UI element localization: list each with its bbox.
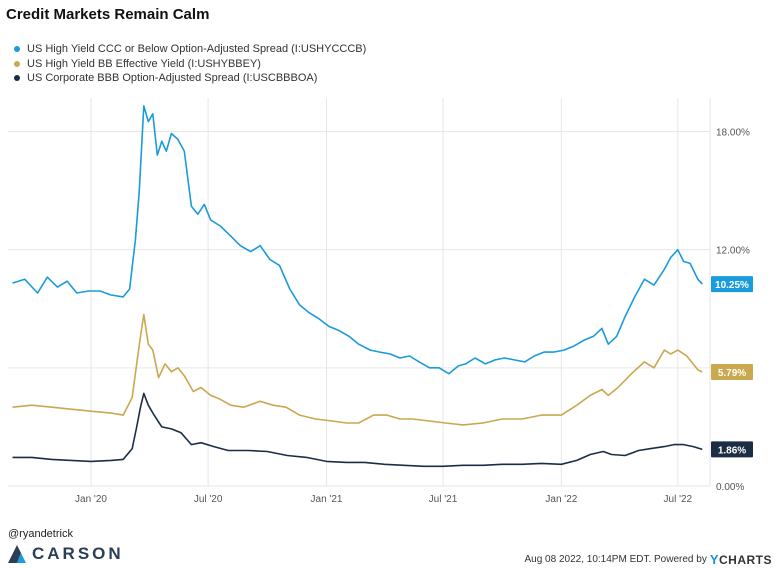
- ycharts-logo-y: Y: [709, 552, 719, 567]
- end-value-label-text: 5.79%: [718, 368, 746, 379]
- x-tick-label: Jan '20: [75, 494, 107, 505]
- timestamp-text: Aug 08 2022, 10:14PM EDT. Powered by: [524, 554, 707, 565]
- y-tick-label: 0.00%: [716, 482, 744, 493]
- carson-logo: CARSON: [8, 544, 124, 564]
- chart-footer: Aug 08 2022, 10:14PM EDT. Powered by YCH…: [524, 552, 772, 567]
- end-label-layer: 10.25% 5.79% 1.86%: [711, 276, 753, 458]
- end-value-label-bg: [711, 441, 753, 458]
- chart-title: Credit Markets Remain Calm: [6, 6, 210, 23]
- end-value-label-2: 1.86%: [711, 441, 753, 458]
- legend-marker-bb: [14, 60, 20, 67]
- end-value-label-0: 10.25%: [711, 276, 753, 293]
- end-value-label-bg: [711, 276, 753, 293]
- x-tick-label: Jul '22: [664, 494, 693, 505]
- legend-item-bbb-spread[interactable]: US Corporate BBB Option-Adjusted Spread …: [14, 71, 366, 86]
- legend-marker-bbb: [14, 75, 20, 82]
- end-value-label-1: 5.79%: [711, 363, 753, 380]
- end-value-label-bg: [711, 363, 753, 380]
- x-tick-label: Jan '22: [545, 494, 577, 505]
- series-line-2: [12, 392, 703, 468]
- ycharts-logo-rest: CHARTS: [719, 553, 772, 567]
- ycharts-logo[interactable]: YCHARTS: [710, 552, 772, 567]
- legend-marker-ccc: [14, 46, 20, 53]
- legend-label-ccc: US High Yield CCC or Below Option-Adjust…: [27, 43, 367, 56]
- author-handle: @ryandetrick: [8, 528, 73, 540]
- y-tick-label: 12.00%: [716, 246, 750, 257]
- x-tick-label: Jul '20: [194, 494, 223, 505]
- end-value-label-text: 10.25%: [715, 280, 749, 291]
- carson-logo-text: CARSON: [32, 544, 124, 563]
- series-line-1: [12, 313, 703, 426]
- legend-item-bb-yield[interactable]: US High Yield BB Effective Yield (I:USHY…: [14, 57, 366, 72]
- x-tick-label: Jul '21: [429, 494, 458, 505]
- legend-item-ccc-spread[interactable]: US High Yield CCC or Below Option-Adjust…: [14, 42, 366, 57]
- grid-layer: [8, 98, 711, 487]
- y-tick-label: 18.00%: [716, 127, 750, 138]
- legend-label-bbb: US Corporate BBB Option-Adjusted Spread …: [27, 72, 318, 85]
- carson-logo-icon: [8, 545, 26, 563]
- series-line-0: [12, 105, 703, 375]
- x-tick-label: Jan '21: [311, 494, 343, 505]
- end-value-label-text: 1.86%: [718, 445, 746, 456]
- chart-legend: US High Yield CCC or Below Option-Adjust…: [14, 42, 366, 86]
- legend-label-bb: US High Yield BB Effective Yield (I:USHY…: [27, 57, 261, 70]
- series-layer: [12, 105, 703, 468]
